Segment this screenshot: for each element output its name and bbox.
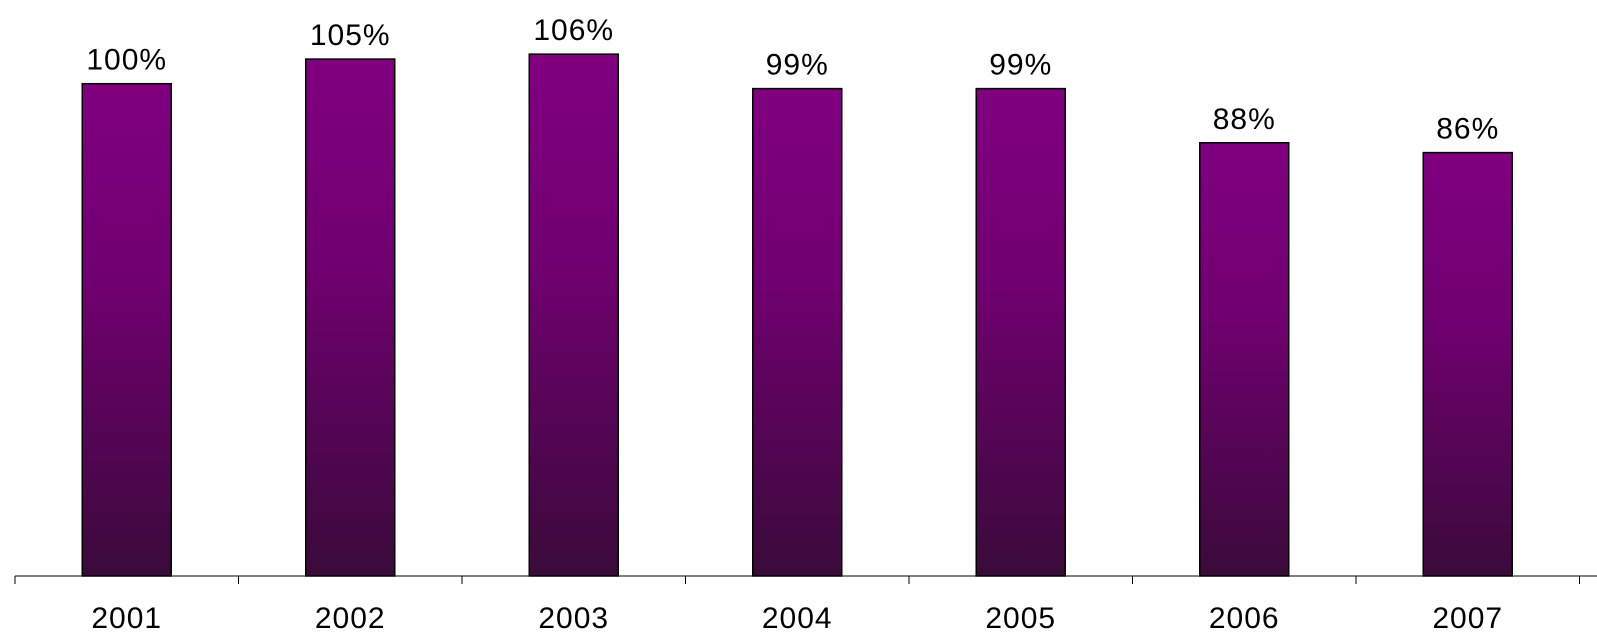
x-tick-label-2004: 2004 [762, 602, 833, 635]
data-label-2005: 99% [989, 49, 1052, 82]
data-label-2002: 105% [310, 19, 391, 52]
data-label-2007: 86% [1436, 113, 1499, 146]
data-label-2006: 88% [1213, 103, 1276, 136]
x-tick-label-2002: 2002 [315, 602, 386, 635]
data-label-2003: 106% [533, 14, 614, 47]
data-labels-group: 100% 105% 106% 99% 99% 88% 86% [86, 14, 1499, 146]
x-axis: 2001 2002 2003 2004 2005 2006 2007 [14, 575, 1597, 635]
bar-2002 [305, 58, 396, 577]
bar-2003 [528, 53, 619, 577]
x-tick-label-2001: 2001 [91, 602, 162, 635]
x-tick-label-2007: 2007 [1432, 602, 1503, 635]
x-tick-label-2006: 2006 [1209, 602, 1280, 635]
bar-2006 [1199, 142, 1290, 577]
bar-2005 [975, 87, 1066, 577]
data-label-2001: 100% [86, 44, 167, 77]
bars-group [81, 53, 1513, 577]
bar-2007 [1422, 151, 1513, 577]
bar-2001 [81, 82, 172, 577]
x-tick-label-2003: 2003 [538, 602, 609, 635]
data-label-2004: 99% [766, 49, 829, 82]
x-tick-label-2005: 2005 [985, 602, 1056, 635]
bar-2004 [752, 87, 843, 577]
